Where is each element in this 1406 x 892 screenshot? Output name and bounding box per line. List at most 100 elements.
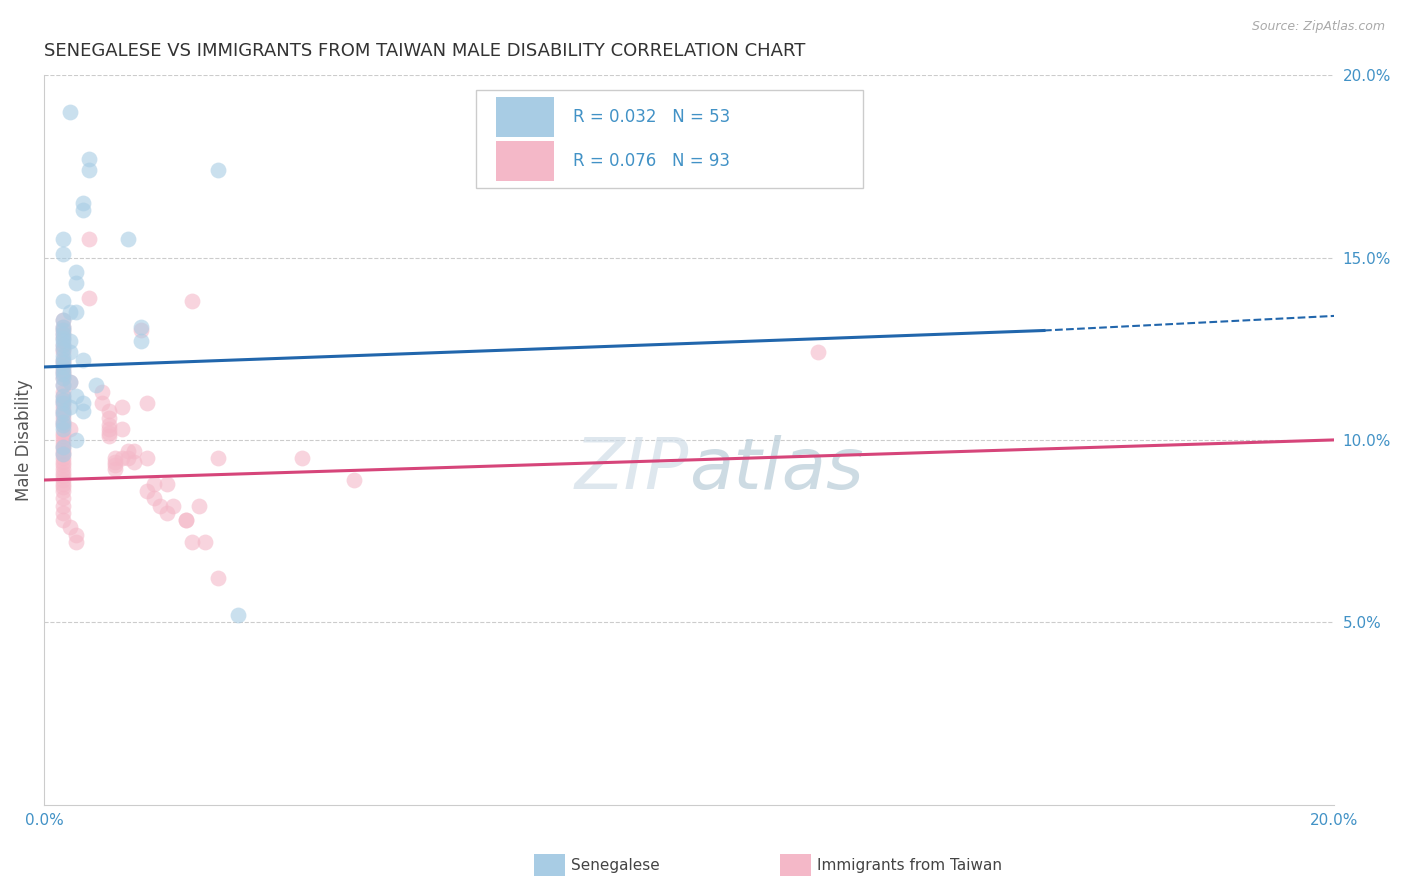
Point (156, 476, 179, 491)
Point (52, 403, 75, 417)
Point (124, 455, 146, 469)
Point (59, 345, 82, 359)
Point (52, 331, 75, 345)
Point (52, 312, 75, 326)
Point (59, 400, 82, 414)
Point (104, 455, 127, 469)
Point (59, 375, 82, 389)
Point (52, 458, 75, 473)
Point (77, 291, 100, 305)
Point (52, 345, 75, 359)
Point (97, 425, 120, 440)
Point (110, 400, 132, 414)
Point (142, 491, 165, 506)
Point (52, 411, 75, 425)
Point (52, 232, 75, 246)
Point (181, 535, 204, 549)
Point (162, 499, 184, 513)
Point (52, 473, 75, 487)
Text: ZIP: ZIP (575, 434, 689, 504)
Point (52, 324, 75, 338)
Point (156, 506, 179, 520)
Point (52, 425, 75, 440)
Point (52, 491, 75, 506)
Point (65, 305, 87, 319)
Point (52, 469, 75, 483)
Point (52, 385, 75, 400)
Point (52, 466, 75, 480)
Point (52, 327, 75, 342)
Point (52, 462, 75, 476)
Text: R = 0.032   N = 53: R = 0.032 N = 53 (574, 108, 730, 126)
Point (65, 535, 87, 549)
Point (84, 378, 107, 392)
Point (65, 433, 87, 447)
Point (52, 312, 75, 326)
Point (65, 527, 87, 541)
Point (136, 396, 159, 410)
Point (52, 319, 75, 334)
Point (52, 436, 75, 450)
Point (52, 403, 75, 417)
Point (52, 448, 75, 462)
Point (52, 371, 75, 385)
Point (52, 451, 75, 466)
Point (52, 429, 75, 443)
Point (343, 473, 366, 487)
Point (97, 403, 120, 417)
Point (207, 451, 229, 466)
Point (52, 368, 75, 382)
Text: R = 0.076   N = 93: R = 0.076 N = 93 (574, 152, 730, 169)
Point (129, 319, 152, 334)
Point (52, 389, 75, 403)
Point (72, 352, 94, 367)
Point (59, 375, 82, 389)
Point (52, 342, 75, 356)
Point (77, 152, 100, 166)
Point (52, 455, 75, 469)
Point (174, 513, 197, 527)
Point (59, 520, 82, 534)
Point (52, 389, 75, 403)
Point (52, 371, 75, 385)
Point (52, 506, 75, 520)
Point (52, 476, 75, 491)
Point (174, 513, 197, 527)
Point (59, 104, 82, 119)
Point (91, 396, 114, 410)
Point (52, 418, 75, 433)
Text: atlas: atlas (689, 434, 863, 504)
FancyBboxPatch shape (496, 141, 554, 181)
Text: Immigrants from Taiwan: Immigrants from Taiwan (817, 858, 1002, 872)
Point (52, 324, 75, 338)
Point (52, 334, 75, 349)
Point (52, 433, 75, 447)
Point (65, 276, 87, 290)
Point (52, 319, 75, 334)
Point (52, 480, 75, 494)
Point (52, 363, 75, 377)
Point (807, 345, 830, 359)
FancyBboxPatch shape (496, 97, 554, 137)
Point (52, 327, 75, 342)
Text: Senegalese: Senegalese (571, 858, 659, 872)
Point (194, 535, 217, 549)
Point (52, 422, 75, 436)
Text: SENEGALESE VS IMMIGRANTS FROM TAIWAN MALE DISABILITY CORRELATION CHART: SENEGALESE VS IMMIGRANTS FROM TAIWAN MAL… (44, 42, 806, 60)
Point (52, 356, 75, 370)
Point (91, 385, 114, 400)
Point (207, 572, 229, 586)
Point (117, 232, 139, 246)
Point (59, 422, 82, 436)
Point (207, 163, 229, 178)
Point (52, 400, 75, 414)
Point (52, 513, 75, 527)
Y-axis label: Male Disability: Male Disability (15, 379, 32, 500)
Point (52, 440, 75, 454)
Point (110, 451, 132, 466)
Point (77, 163, 100, 178)
Point (72, 403, 94, 417)
Point (52, 294, 75, 309)
Point (52, 499, 75, 513)
Point (52, 359, 75, 374)
